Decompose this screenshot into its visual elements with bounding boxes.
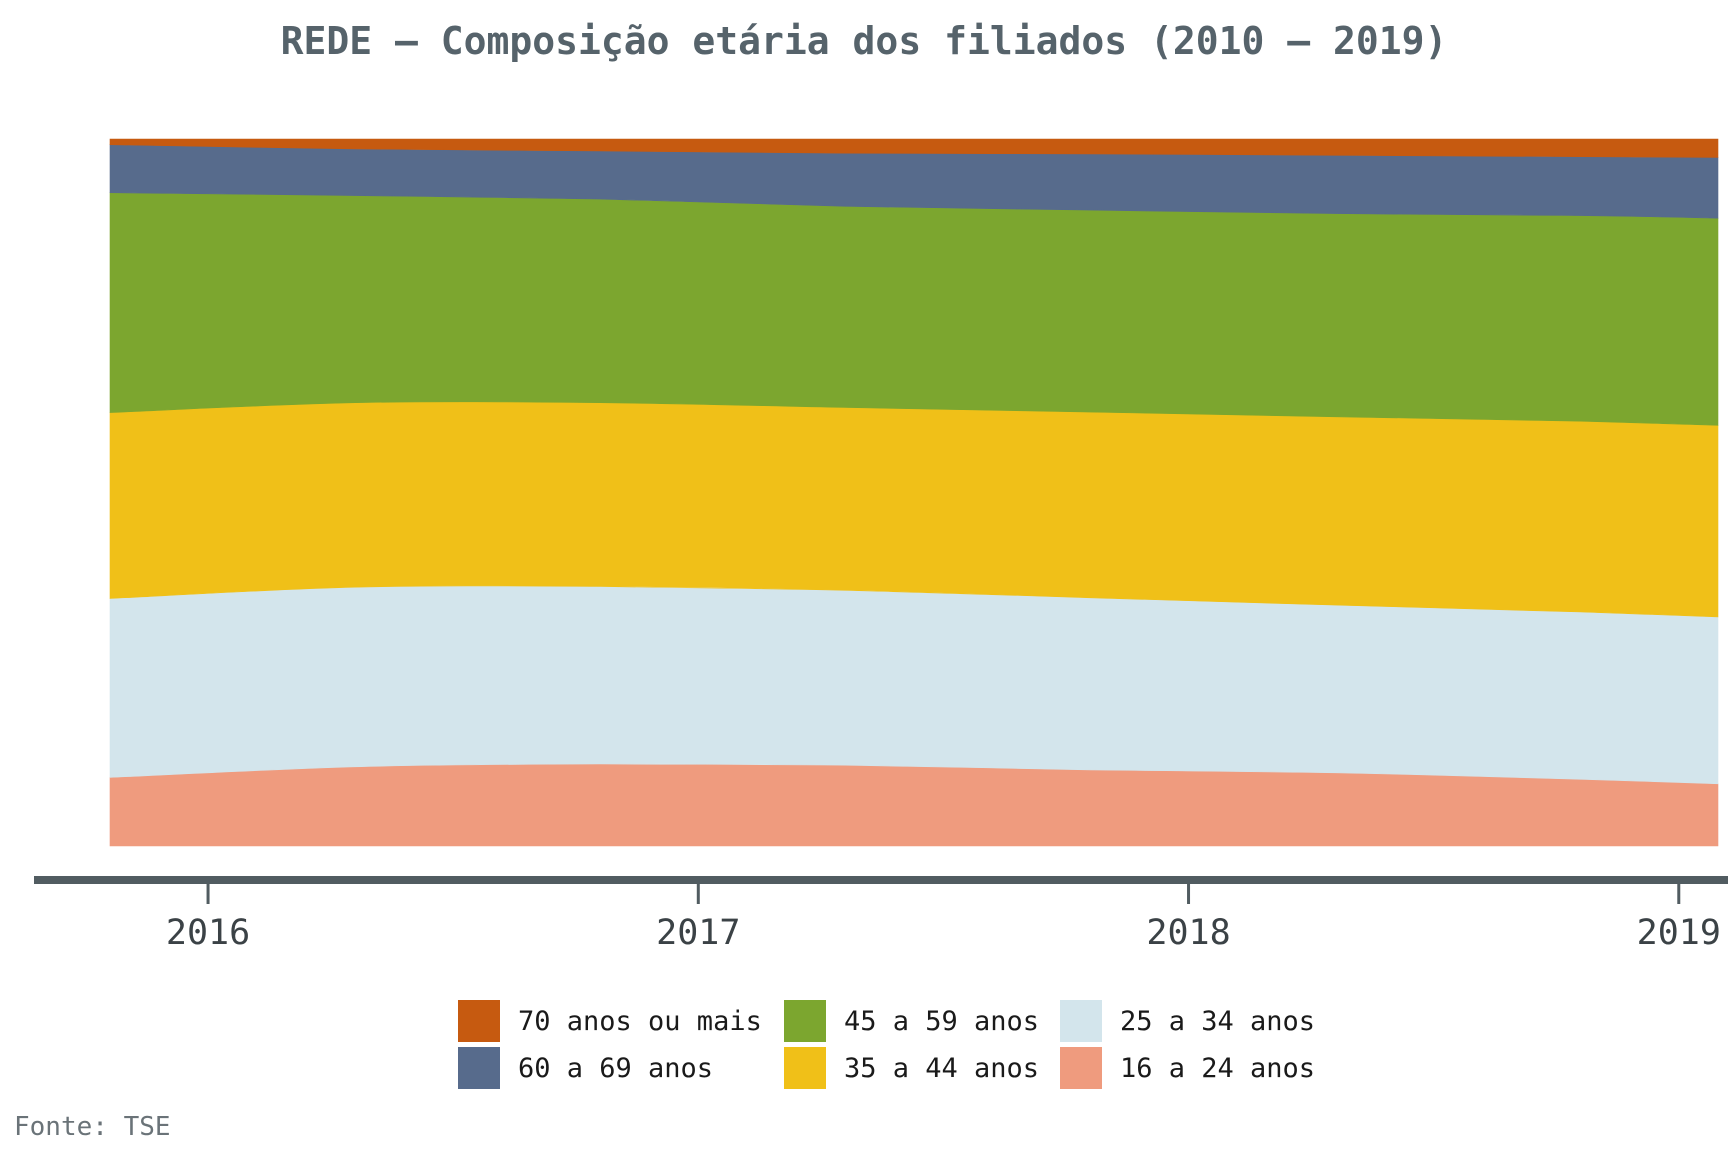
- x-tick-label-2018: 2018: [1146, 913, 1230, 953]
- area-35-a-44-anos: [109, 401, 1719, 618]
- x-tick-label-2017: 2017: [656, 913, 740, 953]
- legend-label-45-a-59-anos: 45 a 59 anos: [844, 1006, 1039, 1037]
- area-45-a-59-anos: [109, 192, 1719, 426]
- x-tick-label-2019: 2019: [1637, 913, 1721, 953]
- area-70-anos-ou-mais: [109, 138, 1719, 158]
- legend-swatch-35-a-44-anos: [784, 1047, 826, 1089]
- area-25-a-34-anos: [109, 585, 1719, 785]
- legend-label-16-a-24-anos: 16 a 24 anos: [1120, 1053, 1315, 1084]
- legend-swatch-70-anos-ou-mais: [458, 1000, 500, 1042]
- legend-label-25-a-34-anos: 25 a 34 anos: [1120, 1006, 1315, 1037]
- legend-label-70-anos-ou-mais: 70 anos ou mais: [518, 1006, 762, 1037]
- legend-swatch-60-a-69-anos: [458, 1047, 500, 1089]
- legend-label-60-a-69-anos: 60 a 69 anos: [518, 1053, 713, 1084]
- legend: 70 anos ou mais 60 a 69 anos 45 a 59 anos 3…: [458, 1000, 1315, 1089]
- area-16-a-24-anos: [109, 763, 1719, 847]
- legend-swatch-16-a-24-anos: [1060, 1047, 1102, 1089]
- legend-label-35-a-44-anos: 35 a 44 anos: [844, 1053, 1039, 1084]
- chart-title: REDE – Composição etária dos filiados (2…: [281, 19, 1448, 63]
- source-note: Fonte: TSE: [14, 1112, 171, 1142]
- legend-swatch-45-a-59-anos: [784, 1000, 826, 1042]
- legend-swatch-25-a-34-anos: [1060, 1000, 1102, 1042]
- x-axis-ticks: 2016 2017 2018 2019: [166, 884, 1721, 953]
- area-layers: [109, 138, 1719, 847]
- x-tick-label-2016: 2016: [166, 913, 250, 953]
